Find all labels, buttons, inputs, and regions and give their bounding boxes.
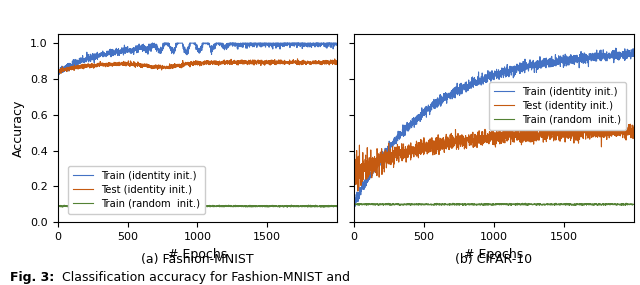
Train (random  init.) — [621, 204, 629, 207]
Train (identity init.) — [364, 180, 372, 183]
Train (identity init.) — [621, 57, 629, 60]
Train (identity init.) — [333, 43, 341, 47]
Train (identity init.) — [148, 41, 156, 45]
Text: Classification accuracy for Fashion-MNIST and: Classification accuracy for Fashion-MNIS… — [54, 270, 351, 284]
Train (random  init.) — [570, 202, 578, 205]
X-axis label: # Epochs: # Epochs — [464, 248, 524, 260]
Train (identity init.) — [350, 205, 358, 209]
Legend: Train (identity init.), Test (identity init.), Train (random  init.): Train (identity init.), Test (identity i… — [68, 166, 205, 213]
Train (random  init.) — [622, 203, 630, 206]
Train (random  init.) — [350, 202, 358, 206]
Train (random  init.) — [163, 205, 170, 209]
Train (random  init.) — [190, 205, 198, 209]
Train (random  init.) — [193, 203, 201, 207]
Legend: Train (identity init.), Test (identity init.), Train (random  init.): Train (identity init.), Test (identity i… — [489, 82, 626, 130]
Text: (b) CIFAR-10: (b) CIFAR-10 — [455, 253, 532, 266]
Test (identity init.) — [570, 134, 578, 137]
Line: Test (identity init.): Test (identity init.) — [354, 122, 634, 191]
Line: Test (identity init.): Test (identity init.) — [58, 59, 337, 73]
Train (identity init.) — [630, 48, 637, 51]
Line: Train (identity init.): Train (identity init.) — [58, 43, 337, 74]
Line: Train (identity init.): Train (identity init.) — [354, 48, 634, 207]
Train (identity init.) — [54, 69, 61, 73]
Test (identity init.) — [333, 60, 341, 64]
Train (random  init.) — [333, 205, 341, 208]
Train (identity init.) — [190, 41, 198, 45]
X-axis label: # Epochs: # Epochs — [168, 248, 227, 260]
Test (identity init.) — [486, 131, 494, 134]
Train (identity init.) — [68, 64, 76, 68]
Test (identity init.) — [294, 57, 301, 60]
Train (random  init.) — [325, 205, 333, 208]
Y-axis label: Accuracy: Accuracy — [12, 99, 24, 157]
Test (identity init.) — [479, 130, 486, 133]
Test (identity init.) — [54, 70, 61, 73]
Test (identity init.) — [68, 65, 76, 68]
Text: (a) Fashion-MNIST: (a) Fashion-MNIST — [141, 253, 253, 266]
Train (identity init.) — [182, 53, 190, 56]
Test (identity init.) — [190, 60, 198, 63]
Train (random  init.) — [54, 205, 61, 208]
Train (identity init.) — [56, 72, 63, 76]
Test (identity init.) — [182, 63, 190, 67]
Train (random  init.) — [325, 204, 333, 208]
Train (random  init.) — [566, 204, 573, 207]
Train (random  init.) — [630, 203, 637, 206]
Line: Train (random  init.): Train (random init.) — [354, 203, 634, 205]
Test (identity init.) — [587, 120, 595, 123]
Line: Train (random  init.): Train (random init.) — [58, 205, 337, 207]
Train (random  init.) — [364, 203, 372, 206]
Train (random  init.) — [522, 201, 529, 205]
Train (random  init.) — [486, 203, 493, 206]
Train (random  init.) — [182, 204, 190, 207]
Train (identity init.) — [570, 59, 578, 63]
Test (identity init.) — [630, 127, 637, 130]
Train (identity init.) — [486, 70, 493, 74]
Train (random  init.) — [274, 205, 282, 208]
Train (identity init.) — [325, 42, 333, 46]
Test (identity init.) — [57, 72, 65, 75]
Test (identity init.) — [325, 61, 333, 65]
Text: Fig. 3:: Fig. 3: — [10, 270, 54, 284]
Test (identity init.) — [354, 190, 362, 193]
Test (identity init.) — [274, 60, 282, 64]
Test (identity init.) — [365, 174, 372, 178]
Test (identity init.) — [622, 122, 630, 125]
Train (identity init.) — [479, 78, 486, 81]
Train (identity init.) — [621, 52, 629, 56]
Train (random  init.) — [479, 203, 486, 207]
Train (identity init.) — [274, 45, 282, 48]
Test (identity init.) — [621, 121, 629, 125]
Train (random  init.) — [68, 204, 76, 207]
Train (identity init.) — [325, 41, 333, 45]
Train (identity init.) — [612, 46, 620, 50]
Test (identity init.) — [350, 178, 358, 181]
Test (identity init.) — [325, 63, 333, 67]
